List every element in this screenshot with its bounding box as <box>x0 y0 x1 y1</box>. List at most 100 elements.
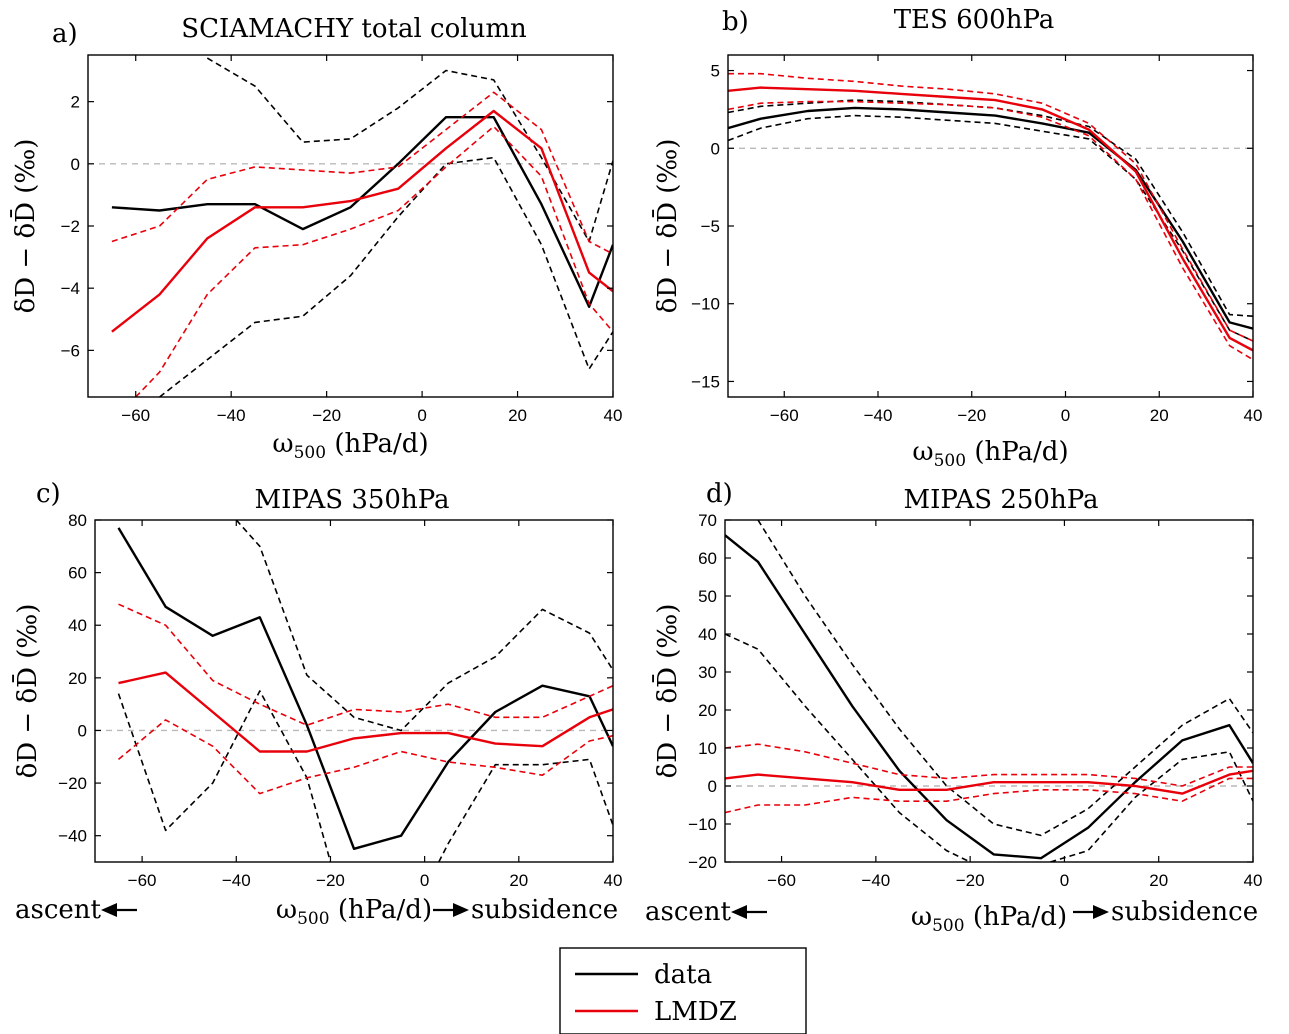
lmdz-spread-line <box>135 125 613 397</box>
y-tick-label: −20 <box>688 853 717 872</box>
y-tick-label: −40 <box>58 827 87 846</box>
x-tick-label: 20 <box>509 871 528 890</box>
panel-title: MIPAS 250hPa <box>903 485 1098 515</box>
data-spread-line <box>159 156 613 397</box>
y-tick-label: 10 <box>698 739 717 758</box>
left-arrow-icon <box>731 905 747 919</box>
x-tick-label: −60 <box>121 406 150 425</box>
right-arrow-icon <box>1093 905 1109 919</box>
y-tick-label: −10 <box>688 815 717 834</box>
panel-letter: a) <box>52 19 78 49</box>
x-tick-label: −20 <box>316 871 345 890</box>
x-tick-label: −20 <box>956 871 985 890</box>
y-tick-label: 70 <box>698 511 717 530</box>
lmdz-spread-line <box>725 777 1253 814</box>
plot-frame <box>87 54 614 398</box>
data-mean-line <box>117 527 613 850</box>
x-tick-label: −40 <box>222 871 251 890</box>
x-axis-label: ω500 (hPa/d) <box>276 895 432 929</box>
y-tick-label: 0 <box>78 721 87 740</box>
y-axis-label: δD − δD̄ (‰) <box>9 139 41 314</box>
y-tick-label: 5 <box>711 62 720 81</box>
y-tick-label: −10 <box>691 295 720 314</box>
legend-box <box>559 947 807 1034</box>
y-tick-label: 0 <box>71 155 80 174</box>
lmdz-mean-line <box>725 769 1253 795</box>
data-spread-line <box>235 520 613 732</box>
series-group <box>725 520 1253 862</box>
lmdz-spread-line <box>118 603 613 727</box>
data-spread-line <box>728 99 1253 317</box>
plot-frame <box>94 519 614 863</box>
x-tick-label: 0 <box>417 406 426 425</box>
ascent-label: ascent <box>645 897 732 927</box>
x-tick-label: −60 <box>770 406 799 425</box>
x-tick-label: 20 <box>508 406 527 425</box>
y-tick-label: −4 <box>61 279 80 298</box>
x-tick-label: 40 <box>1244 406 1263 425</box>
ascent-label: ascent <box>15 895 102 925</box>
y-tick-label: 0 <box>711 139 720 158</box>
series-group <box>117 520 613 862</box>
x-tick-label: 40 <box>604 871 623 890</box>
x-axis-label: ω500 (hPa/d) <box>272 429 428 463</box>
y-tick-label: 20 <box>698 701 717 720</box>
x-tick-label: −40 <box>864 406 893 425</box>
data-spread-line <box>438 758 613 862</box>
panel-d: −60 −40 −20 0 20 40 −20 −10 0 10 20 30 40 50 60 70 d) MIP… <box>645 479 1262 936</box>
y-tick-label: 80 <box>68 511 87 530</box>
x-tick-label: 20 <box>1150 406 1169 425</box>
y-tick-label: 60 <box>698 549 717 568</box>
y-tick-label: 20 <box>68 669 87 688</box>
series-group <box>111 57 613 397</box>
x-axis-label: ω500 (hPa/d) <box>912 437 1068 471</box>
x-axis-label: ω500 (hPa/d) <box>911 902 1067 936</box>
data-spread-line <box>728 114 1253 342</box>
data-mean-line <box>725 534 1253 860</box>
left-arrow-icon <box>101 903 117 917</box>
lmdz-spread-line <box>117 719 613 795</box>
data-spread-line <box>206 57 613 243</box>
data-spread-line <box>117 690 332 862</box>
lmdz-spread-line <box>725 743 1253 787</box>
panel-title: MIPAS 350hPa <box>254 485 449 515</box>
panel-c: −60 −40 −20 0 20 40 −40 −20 0 20 40 60 80 c) MIPAS 350… <box>11 479 622 929</box>
lmdz-mean-line <box>728 86 1253 352</box>
y-tick-label: 50 <box>698 587 717 606</box>
y-tick-label: −2 <box>61 217 80 236</box>
lmdz-spread-line <box>728 72 1253 342</box>
y-axis-label: δD − δD̄ (‰) <box>651 139 683 314</box>
y-tick-label: 40 <box>698 625 717 644</box>
plot-frame <box>727 54 1254 398</box>
x-tick-label: −20 <box>312 406 341 425</box>
panel-title: TES 600hPa <box>894 5 1055 35</box>
legend: data LMDZ <box>559 947 807 1034</box>
x-tick-label: −40 <box>217 406 246 425</box>
subsidence-label: subsidence <box>471 895 618 925</box>
x-tick-label: −60 <box>128 871 157 890</box>
x-tick-label: −40 <box>861 871 890 890</box>
x-tick-label: −60 <box>767 871 796 890</box>
lmdz-spread-line <box>111 91 613 255</box>
plot-frame <box>724 519 1254 863</box>
data-spread-line <box>725 633 971 862</box>
data-spread-line <box>757 520 1253 837</box>
x-tick-label: 0 <box>1061 406 1070 425</box>
x-tick-label: −20 <box>957 406 986 425</box>
y-tick-label: −5 <box>701 217 720 236</box>
panel-title: SCIAMACHY total column <box>181 14 527 44</box>
x-tick-label: 40 <box>604 406 623 425</box>
y-axis-label: δD − δD̄ (‰) <box>11 604 43 779</box>
x-tick-label: 20 <box>1149 871 1168 890</box>
data-mean-line <box>111 115 613 308</box>
series-group <box>728 72 1253 361</box>
x-tick-label: 0 <box>420 871 429 890</box>
y-tick-label: 2 <box>71 93 80 112</box>
y-tick-label: −15 <box>691 372 720 391</box>
y-axis-label: δD − δD̄ (‰) <box>651 604 683 779</box>
lmdz-spread-line <box>728 100 1253 361</box>
y-tick-label: 40 <box>68 616 87 635</box>
right-arrow-icon <box>453 903 469 917</box>
